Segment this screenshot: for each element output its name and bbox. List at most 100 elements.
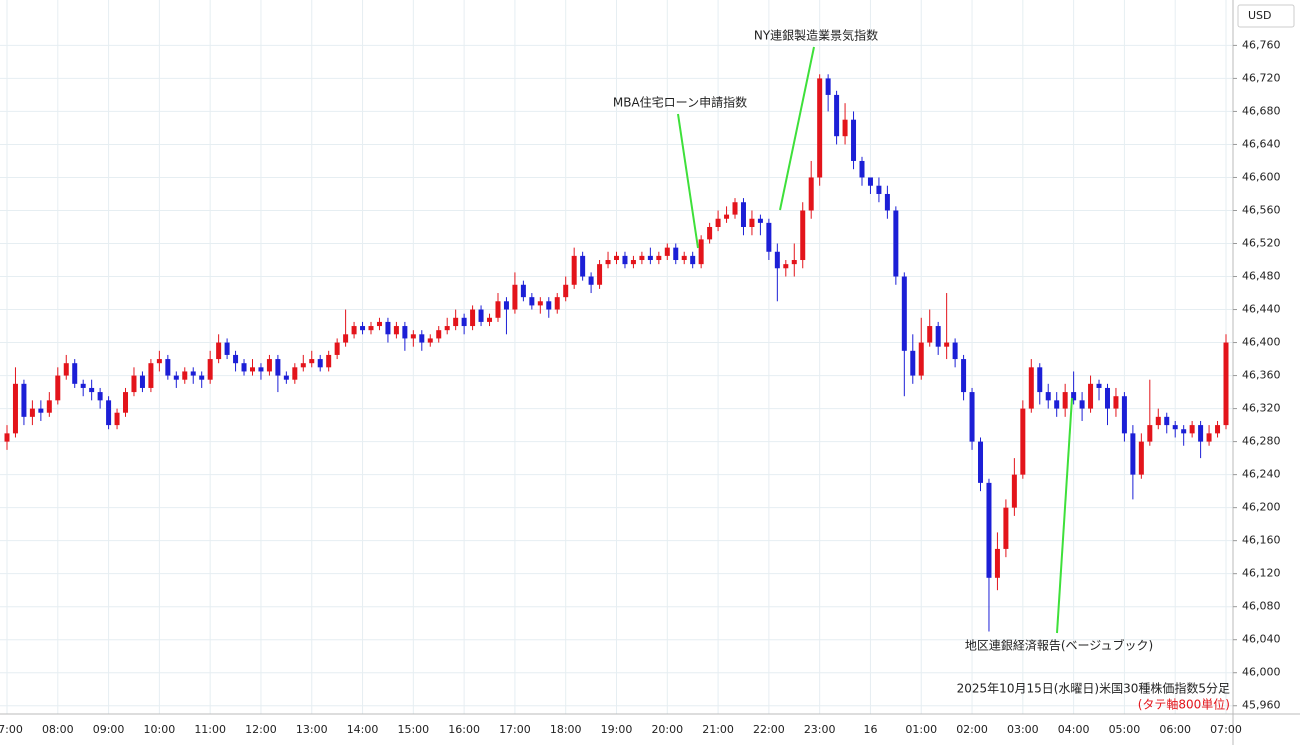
x-tick-label: 14:00	[347, 723, 379, 736]
x-tick-label: 06:00	[1159, 723, 1191, 736]
y-tick-label: 46,360	[1242, 369, 1281, 382]
y-tick-label: 46,680	[1242, 104, 1281, 117]
candle-body	[580, 255, 586, 277]
candle-body	[1206, 433, 1212, 442]
candle-body	[1037, 367, 1043, 393]
candle-body	[12, 383, 18, 434]
candle-body	[1181, 429, 1187, 434]
y-tick-label: 45,960	[1242, 699, 1281, 712]
x-tick-label: 09:00	[93, 723, 125, 736]
x-tick-label: 17:00	[499, 723, 531, 736]
candle-body	[266, 359, 272, 372]
candle-body	[410, 334, 416, 339]
candle-body	[918, 342, 924, 376]
candle-body	[1223, 342, 1229, 426]
candle-body	[106, 400, 112, 426]
price-axis-panel	[1233, 0, 1300, 745]
candle-body	[461, 317, 467, 327]
candle-body	[63, 363, 69, 376]
candle-body	[614, 255, 619, 261]
candle-body	[630, 260, 636, 265]
candle-body	[199, 375, 205, 380]
candle-body	[825, 78, 831, 95]
candle-body	[29, 408, 35, 417]
candle-body	[927, 326, 933, 343]
candle-body	[724, 214, 730, 219]
annotation: MBA住宅ローン申請指数	[613, 95, 747, 110]
candle-body	[732, 202, 738, 215]
candle-body	[647, 255, 653, 261]
currency-box[interactable]	[1237, 4, 1295, 28]
candle-body	[1096, 383, 1102, 388]
candle-body	[859, 160, 865, 178]
candle-body	[884, 193, 890, 211]
x-tick-label: 10:00	[144, 723, 176, 736]
candle-body	[123, 392, 129, 413]
candle-body	[148, 363, 154, 388]
candle-body	[1113, 396, 1119, 409]
x-tick-label: 08:00	[42, 723, 74, 736]
candle-body	[275, 359, 281, 376]
x-tick-label: 22:00	[753, 723, 785, 736]
x-tick-label: 05:00	[1109, 723, 1141, 736]
candle-body	[1198, 425, 1204, 442]
annotation-leader	[1056, 397, 1073, 634]
candle-body	[876, 185, 882, 194]
y-tick-label: 46,080	[1242, 600, 1281, 613]
x-tick-label: 23:00	[804, 723, 836, 736]
candle-body	[622, 255, 628, 265]
candle-body	[80, 383, 86, 388]
candle-body	[707, 226, 713, 240]
candle-body	[529, 297, 535, 306]
candle-body	[986, 482, 992, 578]
candle-body	[1147, 425, 1153, 442]
candle-body	[427, 338, 433, 343]
candle-body	[817, 78, 823, 178]
y-tick-label: 46,040	[1242, 633, 1281, 646]
candle-body	[207, 359, 213, 380]
candle-body	[139, 375, 145, 388]
x-tick-label: 13:00	[296, 723, 328, 736]
candle-body	[698, 239, 704, 265]
candle-body	[1189, 425, 1195, 434]
candle-body	[571, 255, 577, 285]
candle-body	[1155, 416, 1161, 426]
y-tick-label: 46,280	[1242, 435, 1281, 448]
candle-body	[393, 326, 399, 335]
candle-body	[1088, 383, 1094, 409]
candle-body	[520, 284, 526, 298]
candle-body	[1003, 507, 1009, 549]
candle-body	[470, 309, 476, 327]
annotation-leader	[779, 46, 815, 211]
x-tick-label: 03:00	[1007, 723, 1039, 736]
candle-body	[46, 400, 52, 413]
candle-body	[368, 326, 374, 331]
candle-body	[258, 367, 264, 372]
y-tick-label: 46,000	[1242, 666, 1281, 679]
candle-body	[1121, 396, 1127, 434]
y-tick-label: 46,320	[1242, 402, 1281, 415]
candle-body	[173, 375, 179, 380]
x-tick-label: 02:00	[956, 723, 988, 736]
candle-body	[1172, 425, 1178, 430]
candle-body	[1045, 392, 1051, 401]
candle-body	[681, 255, 687, 261]
candle-body	[901, 276, 907, 351]
candle-body	[834, 94, 840, 137]
candle-body	[300, 363, 306, 368]
candle-body	[72, 363, 78, 384]
x-tick-label: 07:00	[1210, 723, 1242, 736]
candle-body	[503, 301, 509, 310]
candle-body	[851, 119, 857, 161]
candle-body	[749, 218, 755, 227]
y-tick-label: 46,480	[1242, 270, 1281, 283]
x-tick-label: 18:00	[550, 723, 582, 736]
y-tick-label: 46,120	[1242, 567, 1281, 580]
candle-body	[216, 342, 222, 360]
candle-body	[546, 301, 552, 310]
candle-body	[783, 264, 789, 269]
candle-body	[55, 375, 61, 401]
candle-body	[994, 548, 1000, 578]
candle-body	[978, 441, 984, 483]
candle-body	[563, 284, 569, 298]
